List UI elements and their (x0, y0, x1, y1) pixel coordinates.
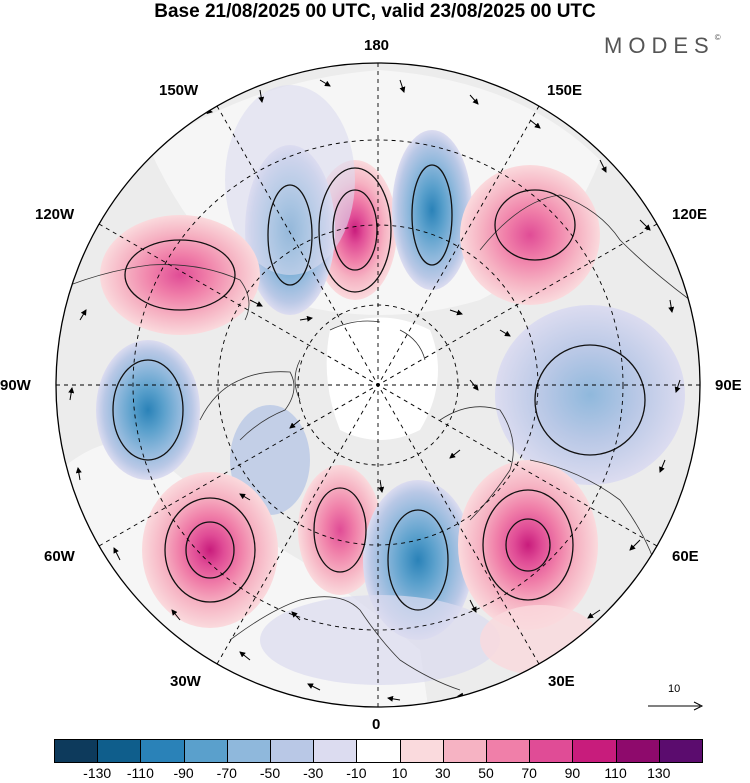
colorbar-tick-label: 90 (564, 765, 581, 781)
anomaly-shading (96, 85, 685, 685)
colorbar-segment (572, 739, 617, 763)
colorbar-segment (615, 739, 660, 763)
colorbar-tick-label: -10 (346, 765, 367, 781)
reference-vector-arrow (648, 701, 704, 711)
positive-anomaly-140e (460, 165, 600, 305)
colorbar-segment (399, 739, 444, 763)
streamline-contours (112, 164, 646, 611)
colorbar-segment (54, 739, 99, 763)
negative-halo-155w (225, 85, 355, 275)
graticule (56, 63, 700, 707)
positive-anomaly-20w (298, 465, 382, 595)
lon-label-60e: 60E (672, 548, 699, 565)
colorbar-tick-label: 130 (647, 765, 671, 781)
colorbar (54, 739, 703, 763)
colorbar-tick-label: 110 (604, 765, 627, 781)
colorbar-tick-label: -50 (259, 765, 281, 781)
lon-label-120e: 120E (672, 206, 708, 223)
colorbar-segment (313, 739, 358, 763)
colorbar-segment (97, 739, 142, 763)
negative-anomaly-95w (96, 340, 200, 480)
colorbar-segment (140, 739, 185, 763)
coastlines (69, 194, 691, 691)
colorbar-tick-label: -70 (216, 765, 237, 781)
colorbar-segment (486, 739, 531, 763)
colorbar-tick-label: 10 (391, 765, 408, 781)
brand-logo: MODES© (604, 33, 721, 59)
negative-halo-europe (260, 595, 500, 685)
colorbar-tick-label: 50 (478, 765, 494, 781)
wind-vectors (68, 79, 681, 702)
colorbar-tick-label: -130 (83, 765, 112, 781)
colorbar-tick-label: 30 (435, 765, 451, 781)
colorbar-tick-label: -110 (126, 765, 154, 781)
negative-anomaly-170e (392, 130, 472, 290)
reference-vector-label: 10 (668, 683, 681, 695)
colorbar-segment (529, 739, 574, 763)
polar-map (55, 62, 701, 708)
colorbar-segment (442, 739, 487, 763)
lon-label-0: 0 (372, 716, 381, 733)
chart-title: Base 21/08/2025 00 UTC, valid 23/08/2025… (154, 1, 596, 22)
colorbar-segment (658, 739, 703, 763)
positive-anomaly-60w (142, 472, 278, 628)
colorbar-segment (183, 739, 228, 763)
brand-name: MODES (604, 33, 715, 58)
lon-label-90e: 90E (715, 377, 742, 394)
lon-label-30w: 30W (170, 673, 201, 690)
colorbar-tick-label: -90 (173, 765, 194, 781)
colorbar-tick-label: 70 (521, 765, 537, 781)
lon-label-30e: 30E (548, 673, 575, 690)
lon-label-150w: 150W (159, 82, 199, 99)
lon-label-60w: 60W (44, 548, 75, 565)
positive-anomaly-50e (458, 460, 598, 630)
colorbar-segment (226, 739, 271, 763)
map-boundary (55, 62, 701, 708)
brand-mark: © (714, 33, 721, 42)
negative-anomaly-90e (495, 305, 685, 485)
colorbar-segment (356, 739, 401, 763)
positive-anomaly-125w (100, 215, 260, 335)
arctic-ocean (326, 317, 438, 440)
lon-label-180: 180 (364, 37, 390, 54)
lon-label-120w: 120W (35, 206, 75, 223)
colorbar-segment (270, 739, 315, 763)
positive-halo-50e (480, 605, 600, 675)
lon-label-150e: 150E (547, 82, 583, 99)
lon-label-90w: 90W (0, 377, 31, 394)
colorbar-tick-label: -30 (303, 765, 324, 781)
